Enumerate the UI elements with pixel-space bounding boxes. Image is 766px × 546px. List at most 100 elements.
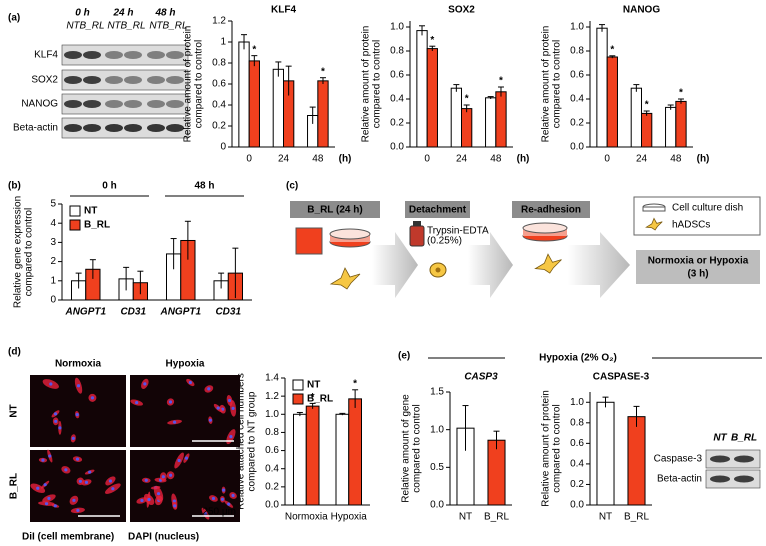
nucleus-stain <box>78 479 82 483</box>
blot-lane: B_RL <box>731 433 757 444</box>
dish <box>642 206 666 212</box>
nucleus-stain <box>88 470 92 474</box>
blot-band <box>147 124 165 132</box>
reagent-label: Trypsin-EDTA <box>427 226 489 237</box>
bar <box>248 60 260 148</box>
nucleus-stain <box>203 512 208 516</box>
reagent-label: (0.25%) <box>427 236 462 247</box>
significance: * <box>321 66 325 77</box>
y-tick-label: 0.0 <box>390 142 404 153</box>
bar <box>596 401 615 506</box>
blot-band <box>166 100 184 108</box>
x-unit: (h) <box>517 154 530 165</box>
step-box <box>512 201 590 218</box>
chart-title: CASPASE-3 <box>593 372 650 383</box>
x-tick-label: ANGPT1 <box>159 307 201 318</box>
bar <box>293 413 307 506</box>
nucleus-stain <box>168 473 173 477</box>
bar <box>348 398 362 506</box>
y-axis-label: Relative amount of protein <box>541 390 552 507</box>
significance: * <box>465 94 469 105</box>
significance: * <box>679 88 683 99</box>
bar <box>596 27 608 148</box>
blot-band <box>124 76 142 84</box>
nucleus-stain <box>53 412 58 416</box>
nucleus-stain <box>229 435 233 439</box>
y-tick-label: 0.8 <box>390 46 404 57</box>
blot-band <box>105 124 123 132</box>
reagent-bottle <box>409 225 425 247</box>
blot-row-label: NANOG <box>21 99 58 110</box>
blot-band <box>83 100 101 108</box>
nucleus-stain <box>222 488 226 492</box>
nucleus-stain <box>48 454 52 458</box>
significance: * <box>610 44 614 55</box>
bar <box>461 108 473 148</box>
y-axis-label: compared to NT group <box>247 391 258 491</box>
blot-band <box>710 475 730 483</box>
x-unit: (h) <box>339 154 352 165</box>
y-tick-label: 0.8 <box>570 46 584 57</box>
y-tick-label: 5 <box>50 199 56 210</box>
nucleus-stain <box>71 436 75 440</box>
bar <box>317 80 329 148</box>
red-square <box>295 227 323 255</box>
bar <box>426 48 438 148</box>
nucleus-stain <box>43 483 47 487</box>
blot-band <box>64 51 82 59</box>
step-box <box>290 201 380 218</box>
x-tick-label: Hypoxia <box>331 512 368 523</box>
panel-label: (b) <box>8 181 21 192</box>
y-tick-label: 0.8 <box>265 427 279 438</box>
legend-swatch <box>69 205 81 217</box>
y-tick-label: 0.2 <box>390 118 404 129</box>
y-tick-label: 0.2 <box>570 479 584 490</box>
x-tick-label: 48 <box>490 154 502 165</box>
nucleus-stain <box>188 380 192 385</box>
y-axis-label: Relative amount of protein <box>541 26 552 143</box>
y-tick-label: 0.6 <box>390 70 404 81</box>
blot-lane: NT <box>713 433 727 444</box>
blot-lane: NT <box>66 21 80 32</box>
bar <box>335 413 350 506</box>
y-axis-label: compared to control <box>372 40 383 128</box>
y-tick-label: 0.4 <box>570 94 584 105</box>
step-label: B_RL (24 h) <box>307 205 362 216</box>
y-tick-label: 0 <box>50 295 56 306</box>
y-tick-label: 0 <box>220 142 226 153</box>
step-box <box>405 201 470 218</box>
bar <box>485 97 497 148</box>
x-tick-label: 24 <box>278 154 290 165</box>
chart-title: NANOG <box>623 5 660 16</box>
x-tick-label: Normoxia <box>285 512 328 523</box>
y-tick-label: 0.0 <box>570 142 584 153</box>
step-label: Detachment <box>409 205 467 216</box>
blot-lane: B_RL <box>162 21 187 32</box>
condition-label: (3 h) <box>687 269 708 280</box>
y-tick-label: 1.4 <box>265 373 279 384</box>
bar <box>495 91 507 148</box>
panel-label: (a) <box>8 13 20 24</box>
significance: * <box>353 378 357 389</box>
dish <box>522 222 568 234</box>
nucleus-stain <box>208 418 212 422</box>
x-tick-label: 0 <box>424 154 430 165</box>
legend-label: NT <box>84 206 97 217</box>
y-tick-label: 1.5 <box>430 387 444 398</box>
scale-bar-label: 250 μm <box>202 507 236 518</box>
nucleus-stain <box>135 400 139 405</box>
nucleus-stain <box>231 493 235 498</box>
cell <box>645 217 663 231</box>
blot-time: 0 h <box>75 8 89 19</box>
image-row-label: NT <box>9 404 20 417</box>
nucleus-stain <box>168 400 173 404</box>
x-tick-label: CD31 <box>215 307 241 318</box>
nucleus-stain <box>47 496 51 501</box>
x-tick-label: NT <box>599 512 612 523</box>
nucleus-stain <box>54 419 58 423</box>
bar <box>630 87 643 148</box>
y-tick-label: 0.6 <box>212 79 226 90</box>
legend-label: Cell culture dish <box>672 203 743 214</box>
y-tick-label: 0.4 <box>265 463 279 474</box>
y-tick-label: 1.0 <box>570 22 584 33</box>
